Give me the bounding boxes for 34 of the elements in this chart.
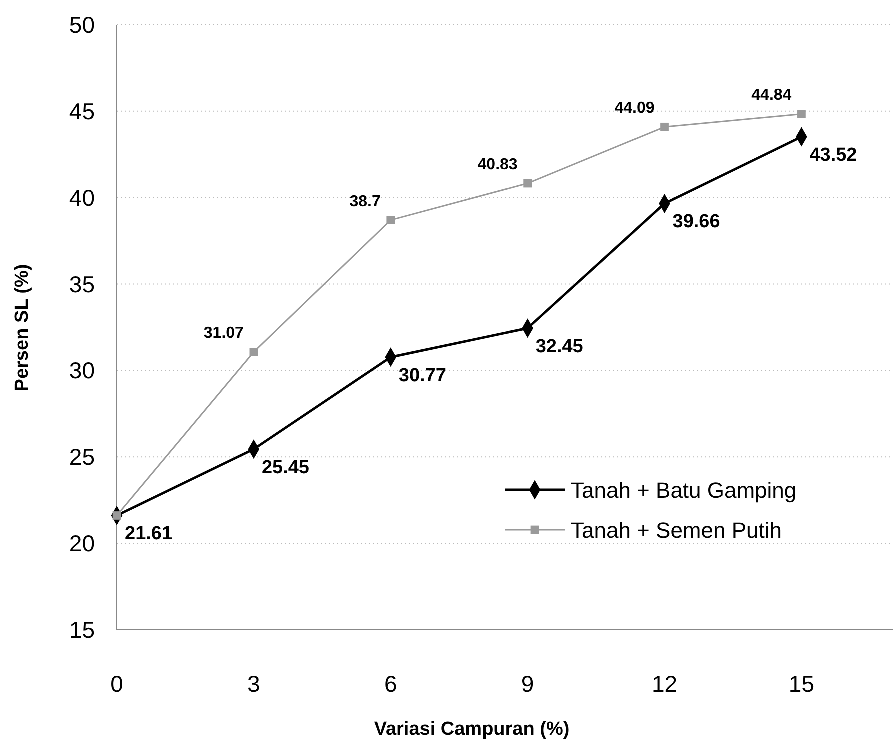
legend-label: Tanah + Batu Gamping: [571, 478, 797, 503]
data-label: 38.7: [350, 193, 381, 210]
point: [524, 179, 532, 188]
x-axis-title: Variasi Campuran (%): [374, 719, 570, 740]
y-axis-title: Persen SL (%): [12, 264, 33, 392]
x-tick-label: 12: [652, 671, 678, 697]
data-label: 30.77: [398, 365, 446, 386]
y-tick-label: 20: [69, 530, 95, 557]
y-tick-label: 50: [69, 12, 95, 38]
data-label: 40.83: [478, 156, 518, 174]
point: [386, 216, 396, 225]
x-tick-label: 3: [248, 671, 260, 697]
data-label: 43.52: [810, 145, 858, 166]
y-tick-label: 45: [69, 98, 95, 124]
point: [250, 348, 258, 356]
x-tick-label: 9: [521, 671, 534, 697]
x-tick-label: 0: [110, 671, 124, 697]
y-tick-label: 40: [69, 184, 95, 211]
data-label: 39.66: [672, 212, 720, 233]
data-label: 25.45: [262, 457, 310, 478]
legend-label: Tanah + Semen Putih: [571, 518, 782, 543]
data-label: 32.45: [536, 336, 584, 358]
point: [798, 110, 806, 118]
data-label: 21.61: [125, 524, 173, 545]
data-label: 31.07: [204, 325, 244, 342]
y-tick-label: 35: [69, 271, 95, 298]
data-label: 44.84: [752, 87, 792, 104]
y-tick-label: 25: [69, 444, 95, 470]
x-tick-label: 15: [788, 671, 815, 697]
y-tick-label: 30: [69, 358, 95, 384]
y-tick-label: 15: [69, 617, 95, 643]
data-label: 44.09: [614, 100, 655, 118]
point: [660, 122, 669, 132]
x-tick-label: 6: [384, 671, 398, 697]
